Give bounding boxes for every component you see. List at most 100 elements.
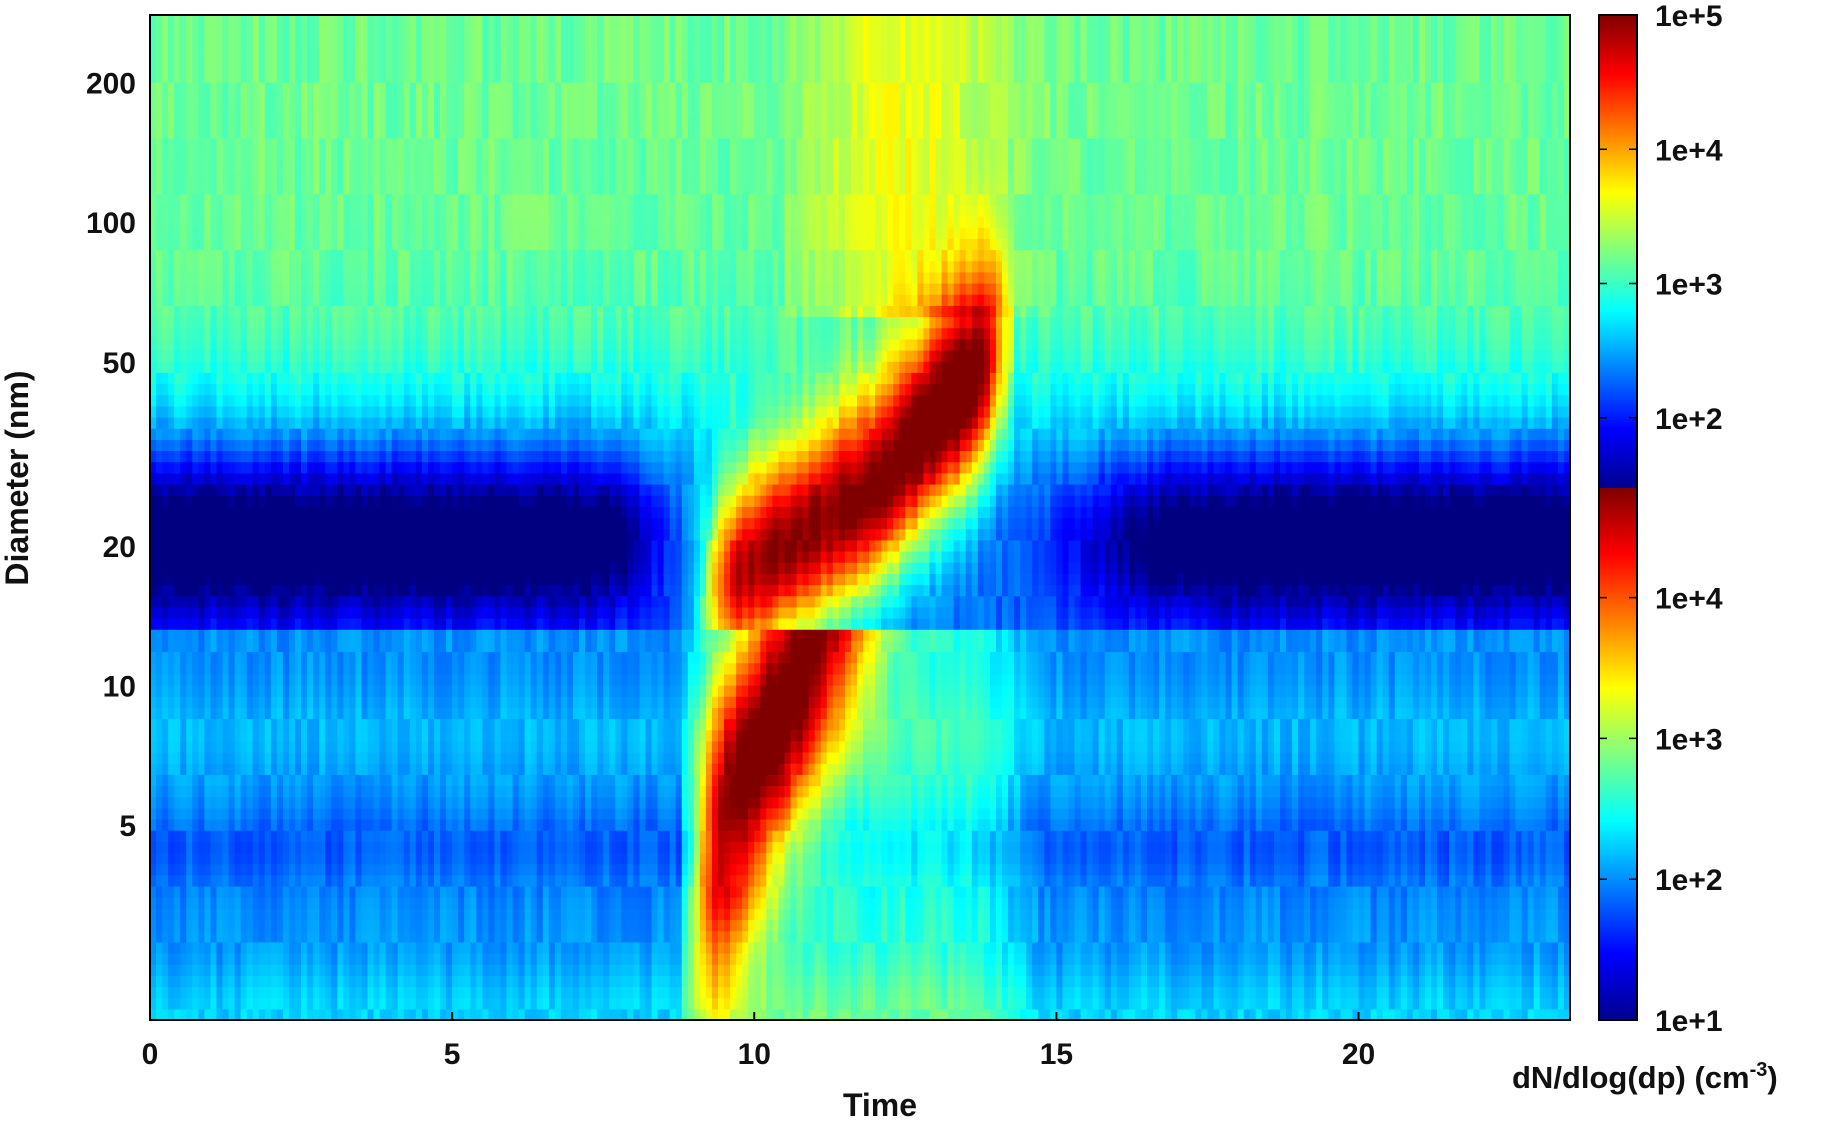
heatmap-cell	[452, 216, 459, 228]
heatmap-cell	[458, 305, 465, 318]
heatmap-cell	[222, 752, 230, 764]
heatmap-cell	[337, 193, 344, 206]
heatmap-cell	[409, 785, 417, 798]
heatmap-cell	[427, 618, 435, 630]
heatmap-cell	[222, 997, 230, 1010]
heatmap-cell	[403, 964, 411, 976]
heatmap-cell	[403, 37, 411, 50]
heatmap-cell	[234, 126, 242, 139]
heatmap-cell	[246, 953, 254, 965]
heatmap-cell	[234, 930, 242, 943]
heatmap-cell	[476, 472, 483, 485]
heatmap-cell	[150, 796, 157, 809]
heatmap-cell	[415, 729, 423, 742]
heatmap-cell	[385, 551, 393, 563]
heatmap-cell	[337, 975, 344, 988]
heatmap-cell	[186, 405, 193, 418]
heatmap-cell	[276, 953, 284, 965]
heatmap-cell	[210, 953, 218, 965]
heatmap-cell	[385, 70, 393, 83]
heatmap-cell	[174, 260, 181, 273]
heatmap-cell	[240, 696, 248, 708]
heatmap-cell	[452, 863, 459, 876]
heatmap-cell	[337, 48, 344, 61]
heatmap-cell	[210, 785, 218, 798]
heatmap-cell	[331, 461, 338, 474]
heatmap-cell	[174, 506, 181, 519]
heatmap-cell	[464, 48, 471, 61]
heatmap-cell	[446, 897, 453, 909]
heatmap-cell	[150, 651, 157, 664]
heatmap-cell	[198, 104, 205, 117]
heatmap-cell	[186, 260, 193, 273]
heatmap-cell	[180, 573, 187, 586]
heatmap-cell	[192, 37, 199, 50]
heatmap-cell	[192, 774, 199, 787]
heatmap-cell	[216, 405, 224, 418]
heatmap-cell	[427, 573, 435, 586]
heatmap-cell	[403, 551, 411, 563]
heatmap-cell	[150, 305, 157, 318]
heatmap-cell	[192, 673, 199, 686]
heatmap-cell	[264, 562, 272, 574]
heatmap-cell	[276, 383, 284, 396]
heatmap-cell	[367, 394, 375, 407]
heatmap-cell	[162, 528, 169, 541]
heatmap-cell	[434, 551, 441, 563]
heatmap-cell	[222, 763, 230, 775]
heatmap-cell	[349, 886, 357, 898]
heatmap-cell	[192, 15, 199, 27]
heatmap-cell	[458, 149, 465, 161]
heatmap-cell	[234, 528, 242, 541]
heatmap-cell	[307, 651, 314, 664]
heatmap-cell	[264, 37, 272, 50]
heatmap-cell	[409, 260, 417, 273]
heatmap-cell	[440, 986, 447, 999]
heatmap-cell	[421, 461, 429, 474]
heatmap-cell	[458, 495, 465, 507]
heatmap-cell	[373, 227, 381, 239]
heatmap-cell	[295, 59, 302, 72]
heatmap-cell	[246, 841, 254, 854]
heatmap-cell	[264, 763, 272, 775]
heatmap-cell	[270, 338, 278, 351]
heatmap-cell	[246, 15, 254, 27]
heatmap-cell	[234, 350, 242, 362]
heatmap-cell	[198, 294, 205, 306]
heatmap-cell	[379, 562, 387, 574]
heatmap-cell	[246, 249, 254, 262]
heatmap-cell	[355, 249, 363, 262]
heatmap-cell	[228, 37, 236, 50]
heatmap-cell	[216, 372, 224, 385]
heatmap-cell	[295, 260, 302, 273]
heatmap-cell	[391, 316, 399, 329]
heatmap-cell	[379, 618, 387, 630]
heatmap-cell	[427, 897, 435, 909]
heatmap-cell	[264, 640, 272, 653]
heatmap-cell	[258, 662, 266, 675]
heatmap-cell	[409, 450, 417, 463]
heatmap-cell	[379, 863, 387, 876]
heatmap-cell	[174, 182, 181, 195]
heatmap-cell	[307, 316, 314, 329]
heatmap-cell	[258, 953, 266, 965]
heatmap-cell	[198, 171, 205, 184]
heatmap-cell	[355, 394, 363, 407]
heatmap-cell	[180, 852, 187, 865]
heatmap-cell	[421, 394, 429, 407]
heatmap-cell	[361, 763, 369, 775]
heatmap-cell	[343, 796, 350, 809]
heatmap-cell	[373, 986, 381, 999]
heatmap-cell	[452, 629, 459, 641]
heatmap-cell	[252, 640, 260, 653]
heatmap-cell	[325, 37, 332, 50]
heatmap-cell	[186, 752, 193, 764]
heatmap-cell	[282, 528, 290, 541]
heatmap-cell	[452, 271, 459, 284]
heatmap-cell	[156, 551, 163, 563]
heatmap-cell	[373, 204, 381, 217]
heatmap-cell	[228, 729, 236, 742]
heatmap-cell	[482, 528, 489, 541]
heatmap-cell	[276, 807, 284, 820]
